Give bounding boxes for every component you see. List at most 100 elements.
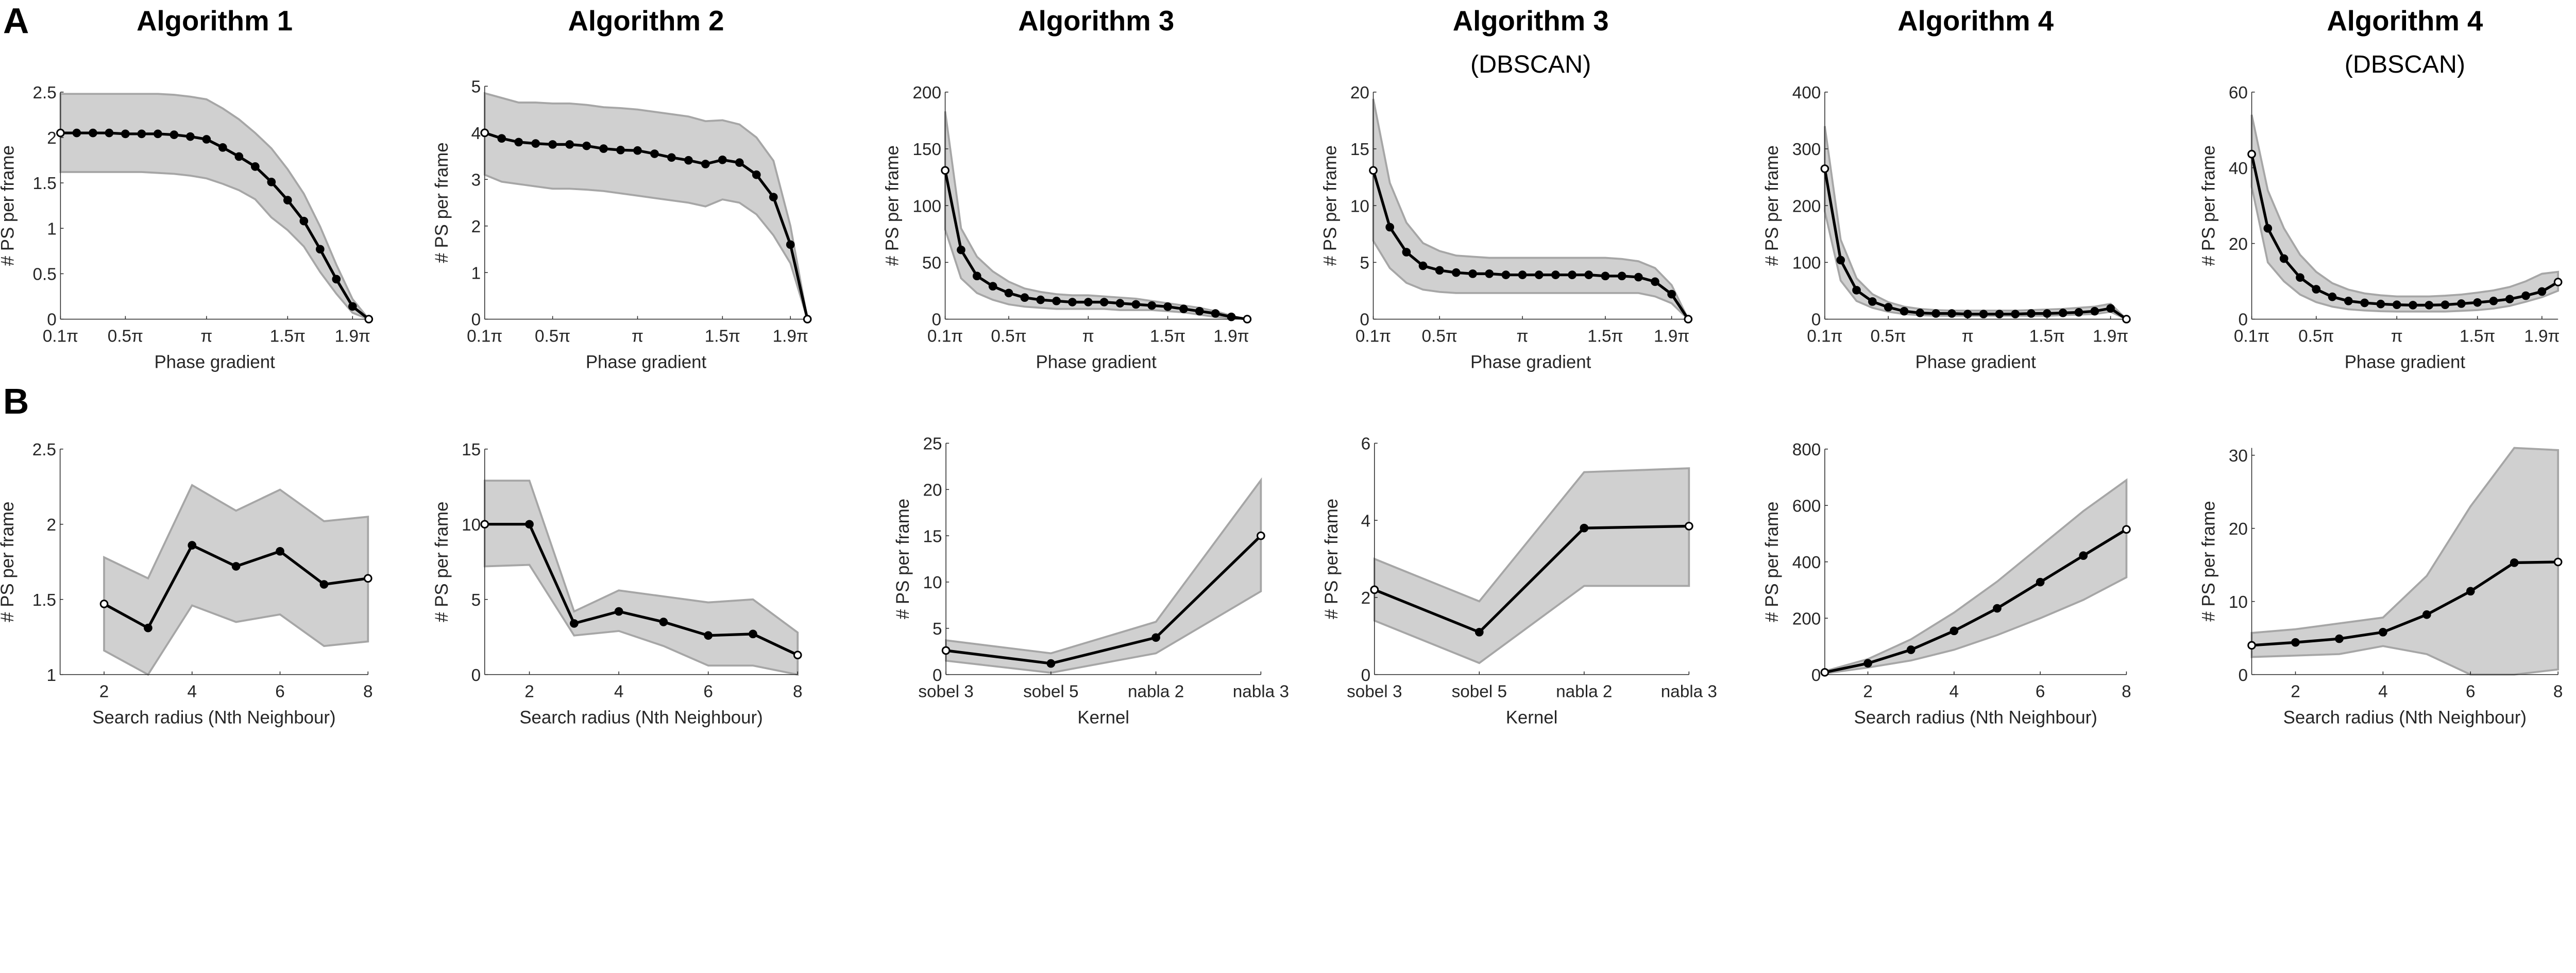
y-tick-label: 1 [47, 666, 57, 685]
data-point [99, 600, 109, 608]
data-point [186, 132, 195, 141]
data-point [1836, 255, 1845, 265]
data-point [803, 315, 812, 323]
data-point [1963, 310, 1972, 319]
data-point [1501, 270, 1511, 279]
x-tick-label: 0.5π [991, 327, 1026, 346]
data-point [1475, 627, 1484, 637]
x-tick-label: 1.5π [1587, 327, 1623, 346]
data-point [363, 574, 372, 583]
data-point [170, 130, 179, 139]
data-point [299, 216, 309, 226]
data-point [1211, 309, 1220, 318]
x-tick-label: 0.5π [108, 327, 143, 346]
data-point [188, 541, 197, 550]
y-axis-label: # PS per frame [1762, 145, 1782, 266]
data-point [2521, 291, 2530, 300]
subplot-title: Algorithm 3 [1453, 5, 1609, 37]
data-point [2360, 298, 2369, 308]
data-point [1684, 522, 1693, 531]
confidence-band [103, 484, 369, 676]
y-tick-label: 0 [2238, 311, 2248, 330]
y-tick-label: 100 [912, 197, 941, 216]
x-tick-label: sobel 5 [1452, 682, 1507, 702]
y-tick-label: 5 [933, 620, 942, 639]
data-point [735, 158, 744, 167]
y-tick-label: 20 [2229, 520, 2248, 539]
mean-line [1824, 528, 2127, 674]
data-point [1634, 272, 1643, 282]
x-tick-label: 6 [703, 682, 713, 702]
y-tick-label: 100 [1792, 254, 1821, 273]
x-tick-label: 2 [99, 682, 109, 702]
data-point [2379, 627, 2387, 637]
data-point [121, 129, 130, 139]
x-tick-label: nabla 2 [1556, 682, 1612, 702]
x-tick-label: 0.5π [2298, 327, 2334, 346]
y-tick-label: 0 [471, 311, 481, 330]
y-axis-label: # PS per frame [0, 145, 18, 266]
y-tick-label: 400 [1792, 553, 1821, 572]
data-point [548, 140, 557, 149]
y-tick-label: 200 [912, 83, 941, 103]
x-tick-label: 1.9π [2524, 327, 2560, 346]
data-point [1931, 309, 1940, 318]
y-tick-label: 400 [1792, 83, 1821, 103]
data-point [2473, 298, 2482, 307]
y-tick-label: 15 [1350, 140, 1369, 159]
mean-line [2251, 560, 2558, 647]
data-point [1385, 223, 1395, 232]
data-point [1036, 295, 1045, 304]
data-point [1151, 633, 1160, 642]
x-tick-label: 2 [524, 682, 534, 702]
subplot-b4: 0 2 4 6 sobel 3 sobel 5 nabla 2 nabla 3 Kernel # … [1321, 435, 1717, 728]
subplot-a4: 0 5 10 15 20 0.1π 0.5π π 1.5π 1.9π Phase gradient #… [1320, 5, 1693, 372]
y-tick-label: 1.5 [33, 174, 57, 193]
y-tick-label: 30 [2229, 447, 2248, 466]
y-tick-label: 50 [922, 254, 941, 273]
subplot-title: Algorithm 3 [1018, 5, 1174, 37]
data-point [1083, 298, 1093, 306]
data-point [2409, 301, 2417, 310]
subplot-subtitle: (DBSCAN) [2345, 50, 2465, 78]
data-point [786, 240, 795, 249]
x-tick-label: 1.9π [773, 327, 808, 346]
data-point [1099, 298, 1109, 306]
data-point [1518, 270, 1527, 279]
x-tick-label: 1.5π [270, 327, 306, 346]
x-tick-label: nabla 3 [1233, 682, 1289, 702]
data-point [1179, 304, 1188, 314]
data-point [1147, 301, 1157, 310]
x-tick-label: nabla 3 [1661, 682, 1717, 702]
x-tick-label: 4 [1950, 682, 1959, 702]
data-point [1950, 626, 1959, 636]
data-point [1551, 270, 1560, 279]
data-point [793, 651, 802, 660]
y-axis-label: # PS per frame [0, 502, 18, 622]
data-point [2011, 310, 2020, 319]
x-tick-label: 0.5π [1871, 327, 1906, 346]
y-axis-label: # PS per frame [432, 502, 452, 622]
y-tick-label: 2.5 [33, 83, 57, 103]
subplot-a5: 0 100 200 300 400 0.1π 0.5π π 1.5π 1.9π Phase grad… [1762, 5, 2131, 372]
data-point [231, 562, 241, 571]
y-tick-label: 150 [912, 140, 941, 159]
data-point [1580, 523, 1589, 533]
x-tick-label: π [1517, 327, 1529, 346]
data-point [137, 129, 146, 139]
x-tick-label: 8 [793, 682, 803, 702]
x-tick-label: 1.9π [1654, 327, 1689, 346]
x-tick-label: 8 [2553, 682, 2563, 702]
y-tick-label: 0 [931, 311, 941, 330]
y-tick-label: 1 [47, 219, 57, 238]
data-point [2537, 287, 2547, 296]
subplot-title: Algorithm 4 [1897, 5, 2054, 37]
x-tick-label: 1.9π [335, 327, 370, 346]
x-axis-label: Phase gradient [1036, 352, 1157, 372]
x-tick-label: 1.9π [1213, 327, 1249, 346]
x-tick-label: 0.1π [927, 327, 963, 346]
y-axis-label: # PS per frame [1762, 502, 1782, 622]
data-point [2425, 301, 2434, 310]
data-point [525, 520, 534, 529]
